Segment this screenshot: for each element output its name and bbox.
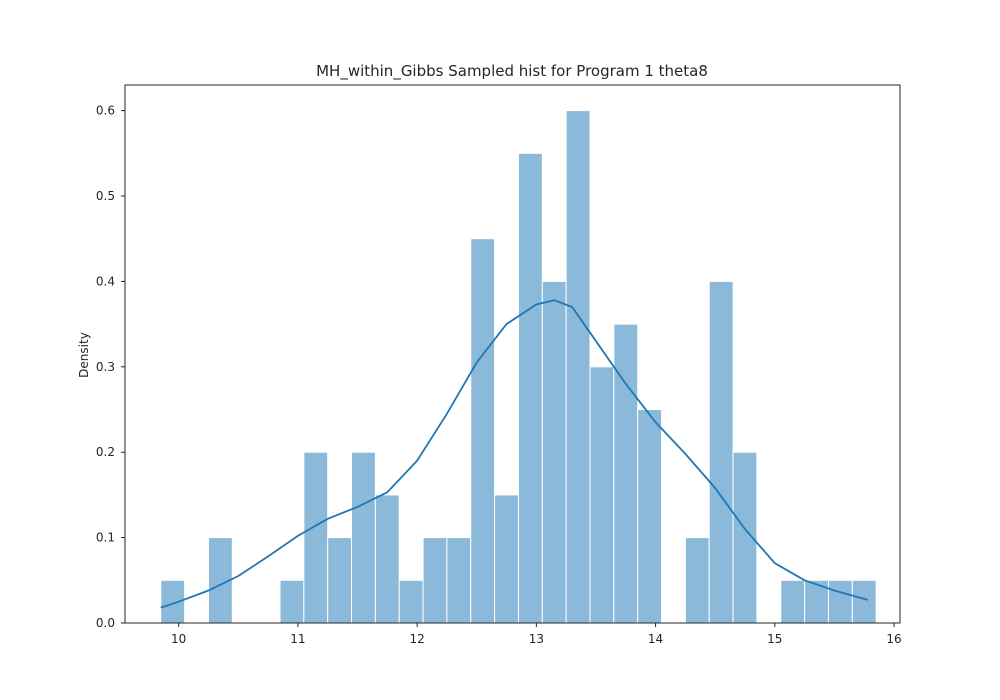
- x-tick-label: 14: [648, 632, 663, 646]
- histogram-bar: [470, 238, 496, 624]
- x-tick-label: 16: [886, 632, 901, 646]
- y-tick-label: 0.2: [96, 445, 115, 459]
- histogram-bar: [565, 110, 591, 624]
- histogram-bar: [517, 152, 543, 624]
- x-tick-label: 12: [409, 632, 424, 646]
- histogram-bar: [589, 366, 615, 624]
- histogram-bar: [446, 537, 472, 624]
- histogram-bar: [851, 579, 877, 624]
- y-tick-label: 0.6: [96, 104, 115, 118]
- x-tick-label: 11: [290, 632, 305, 646]
- histogram-bar: [708, 280, 734, 624]
- histogram-bar: [541, 280, 567, 624]
- histogram-bar: [494, 494, 519, 624]
- y-tick-label: 0.4: [96, 274, 115, 288]
- histogram-bar: [780, 579, 806, 624]
- histogram-bar: [279, 579, 305, 624]
- y-tick-label: 0.0: [96, 616, 115, 630]
- histogram-bar: [374, 494, 400, 624]
- histogram-bar: [351, 451, 376, 624]
- x-tick-label: 10: [171, 632, 186, 646]
- y-tick-label: 0.3: [96, 360, 115, 374]
- plot-frame: [124, 84, 901, 624]
- y-axis-ticks: 0.0 0.1 0.2 0.3 0.4 0.5 0.6: [96, 104, 125, 630]
- y-tick-label: 0.1: [96, 531, 115, 545]
- histogram-bar: [422, 537, 448, 624]
- histogram-bar: [327, 537, 353, 624]
- histogram-bar: [637, 409, 663, 624]
- y-tick-label: 0.5: [96, 189, 115, 203]
- histogram-bar: [303, 451, 329, 624]
- chart-title: MH_within_Gibbs Sampled hist for Program…: [316, 62, 708, 81]
- histogram-bar: [827, 579, 853, 624]
- y-axis-label: Density: [77, 332, 91, 378]
- histogram-bars: [160, 110, 877, 624]
- x-axis-ticks: 10 11 12 13 14 15 16: [171, 623, 902, 646]
- x-tick-label: 15: [767, 632, 782, 646]
- histogram-bar: [684, 537, 710, 624]
- histogram-bar: [613, 323, 639, 624]
- x-tick-label: 13: [529, 632, 544, 646]
- kde-curve: [160, 299, 869, 609]
- histogram-bar: [398, 579, 424, 624]
